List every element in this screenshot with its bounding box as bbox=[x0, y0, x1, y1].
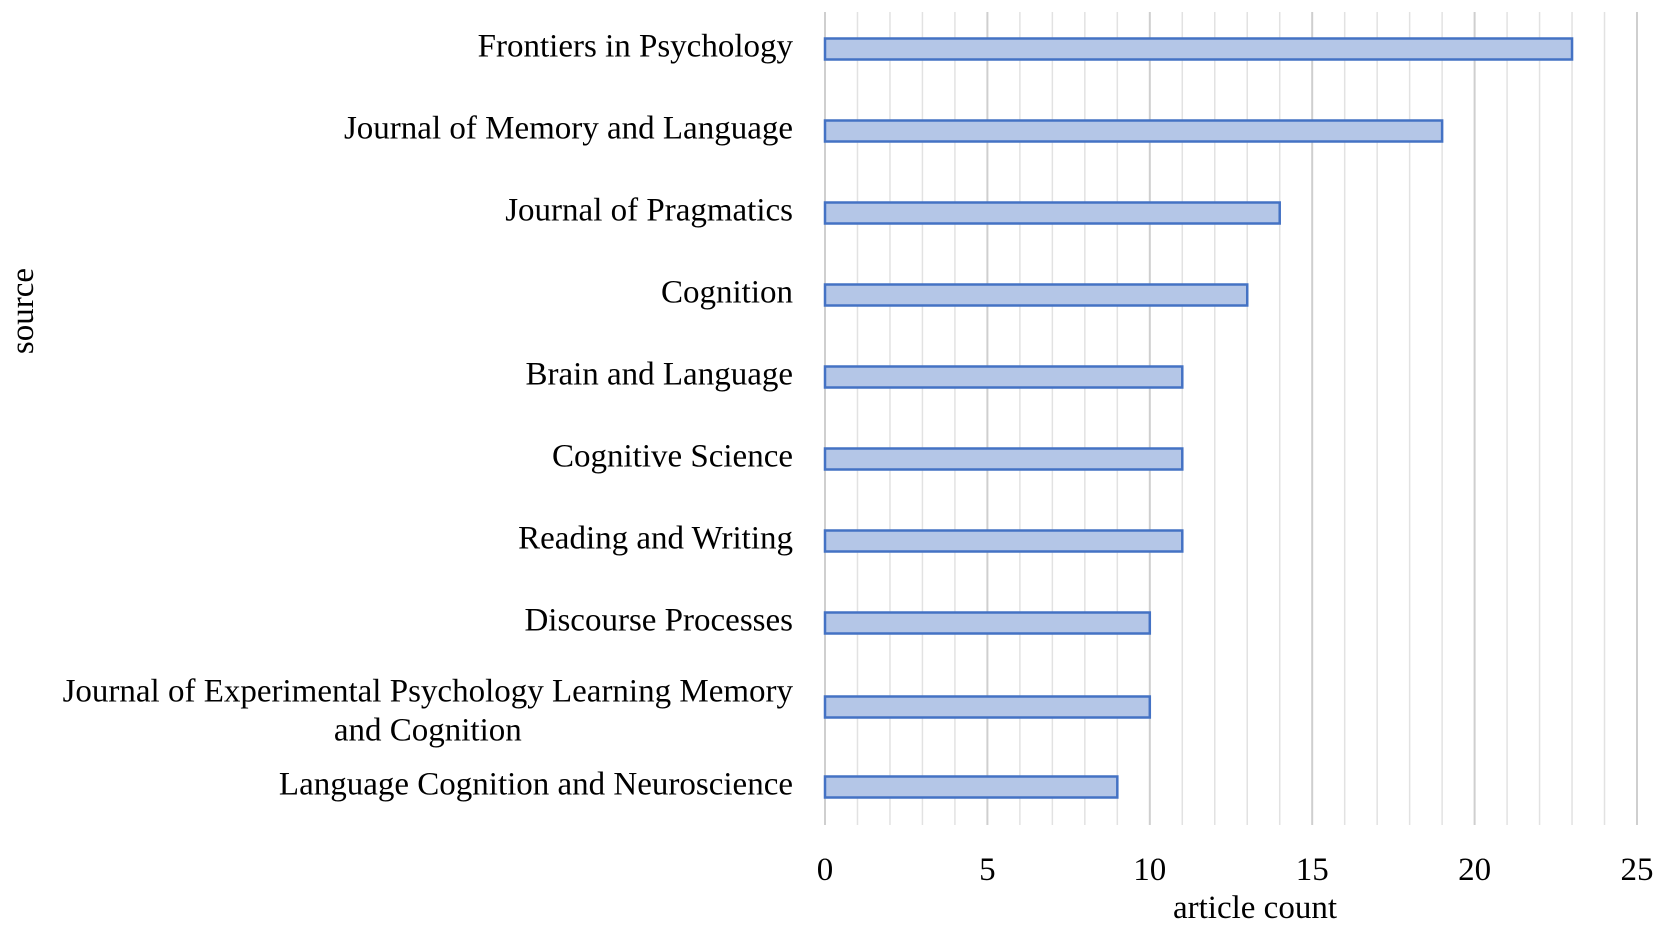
x-axis-title: article count bbox=[1173, 890, 1337, 926]
gridlines bbox=[824, 12, 1638, 825]
category-labels: Frontiers in Psychology Journal of Memory… bbox=[63, 29, 794, 803]
category-label: Brain and Language bbox=[525, 357, 793, 393]
bar bbox=[823, 447, 1184, 471]
category-label: Discourse Processes bbox=[524, 603, 793, 639]
category-label: Cognition bbox=[661, 275, 793, 311]
bar bbox=[823, 775, 1119, 799]
category-label: Frontiers in Psychology bbox=[478, 29, 794, 65]
x-tick-label: 0 bbox=[817, 852, 834, 888]
category-label: Language Cognition and Neuroscience bbox=[279, 767, 793, 803]
category-label: Journal of Experimental Psychology Learn… bbox=[63, 674, 794, 710]
x-tick-label: 10 bbox=[1133, 852, 1166, 888]
bar bbox=[823, 365, 1184, 389]
bar bbox=[823, 695, 1152, 719]
category-label: Journal of Pragmatics bbox=[505, 193, 793, 229]
bar bbox=[823, 119, 1444, 143]
bar bbox=[823, 201, 1281, 225]
category-label: Reading and Writing bbox=[518, 521, 793, 557]
x-tick-label: 15 bbox=[1296, 852, 1329, 888]
x-tick-label: 5 bbox=[979, 852, 996, 888]
category-label: Cognitive Science bbox=[552, 439, 793, 475]
category-label-line-2: and Cognition bbox=[334, 713, 522, 749]
x-tick-labels: 0 5 10 15 20 25 bbox=[817, 852, 1654, 888]
bar bbox=[823, 37, 1574, 61]
category-label: Journal of Memory and Language bbox=[344, 111, 793, 147]
bar bbox=[823, 529, 1184, 553]
x-tick-label: 25 bbox=[1621, 852, 1654, 888]
bar bbox=[823, 611, 1152, 635]
bars bbox=[823, 37, 1574, 799]
y-axis-title: source bbox=[5, 268, 41, 354]
bar bbox=[823, 283, 1249, 307]
x-tick-label: 20 bbox=[1458, 852, 1491, 888]
